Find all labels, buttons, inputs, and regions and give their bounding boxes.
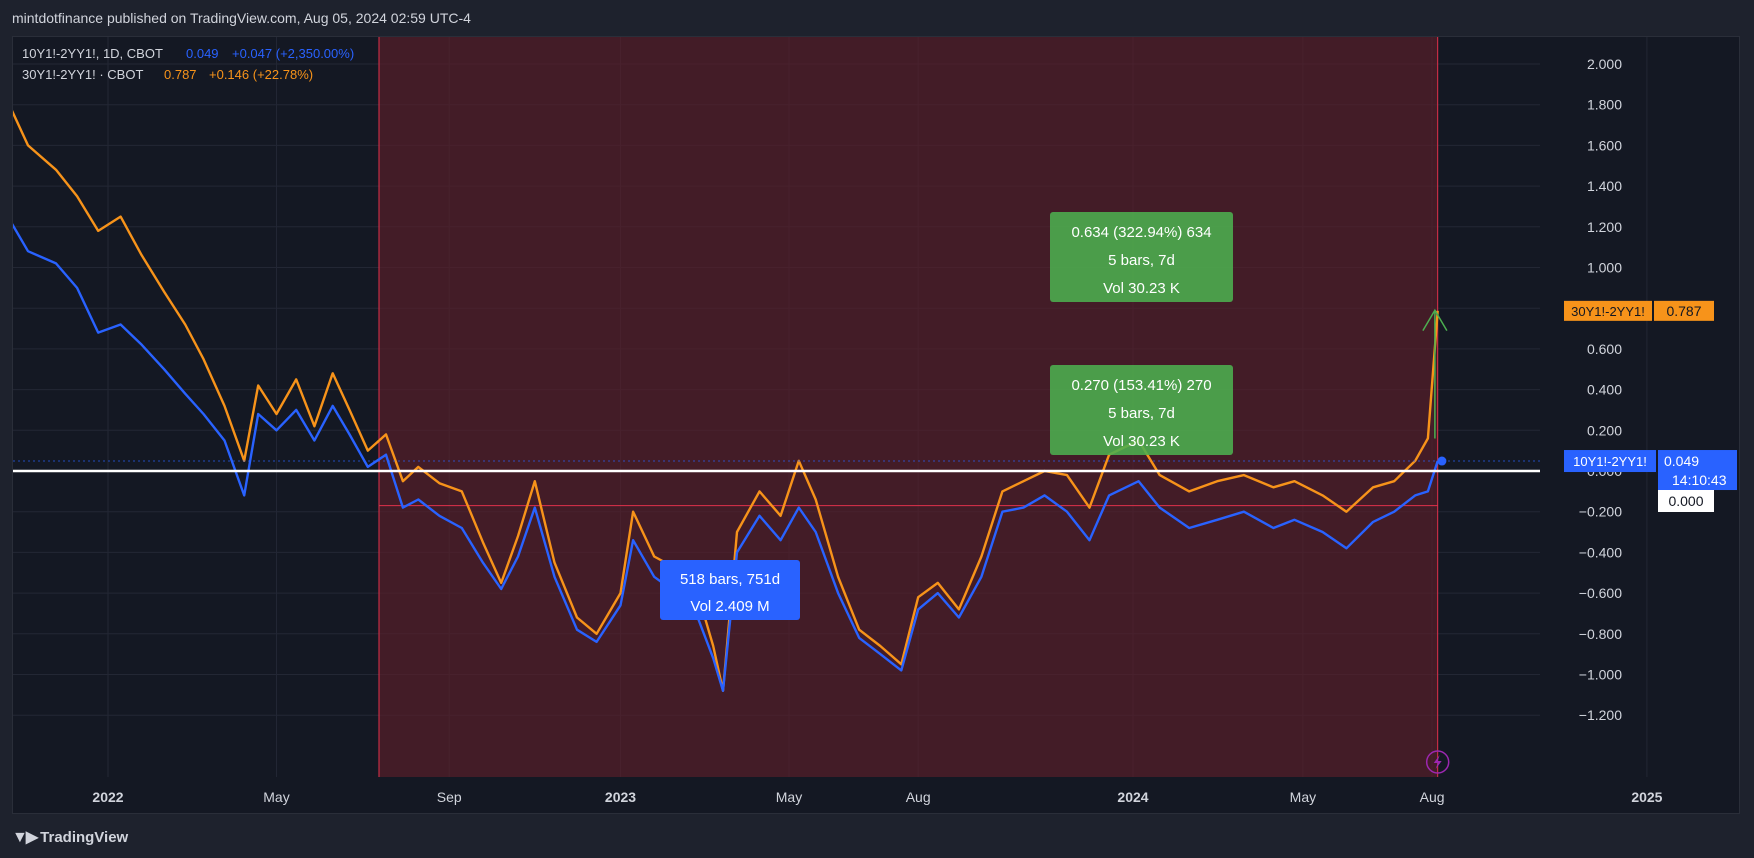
measure-box-top-line: 0.634 (322.94%) 634 — [1071, 224, 1211, 241]
price-label-30y-name: 30Y1!-2YY1! — [1571, 304, 1645, 319]
last-price-dot — [1437, 456, 1447, 466]
measure-arrow-head — [1422, 308, 1448, 331]
legend-series1-value: 0.049 — [186, 46, 219, 61]
y-tick-label: 0.600 — [1587, 341, 1622, 357]
price-label-30y-value: 0.787 — [1666, 303, 1701, 319]
price-label-10y-name: 10Y1!-2YY1! — [1573, 454, 1647, 469]
y-tick-label: 1.000 — [1587, 260, 1622, 276]
measure-box-bottom-line: Vol 30.23 K — [1103, 433, 1180, 450]
x-tick-label: 2022 — [92, 789, 123, 805]
price-label-10y-name-bg — [1564, 450, 1656, 473]
y-tick-label: 0.200 — [1587, 422, 1622, 438]
range-info-box-line: Vol 2.409 M — [690, 598, 769, 615]
legend-series1-change: +0.047 (+2,350.00%) — [232, 46, 354, 61]
x-tick-label: May — [776, 789, 802, 805]
measure-box-bottom-line: 0.270 (153.41%) 270 — [1071, 377, 1211, 394]
bottom-bar — [0, 816, 1754, 858]
y-tick-label: −1.200 — [1579, 707, 1622, 723]
price-label-zero-bg — [1658, 490, 1714, 512]
y-tick-label: 1.800 — [1587, 97, 1622, 113]
y-tick-label: 1.400 — [1587, 178, 1622, 194]
y-tick-label: −0.600 — [1579, 585, 1622, 601]
range-info-box-bg — [660, 560, 800, 620]
lightning-icon-ring — [1425, 750, 1450, 774]
y-tick-label: −0.400 — [1579, 544, 1622, 560]
tradingview-logo[interactable]: ▼▶ TradingView — [12, 827, 128, 847]
y-tick-label: −0.200 — [1579, 504, 1622, 520]
y-axis: 2.0001.8001.6001.4001.2001.0000.8000.600… — [1579, 56, 1622, 723]
date-range-highlight[interactable] — [378, 37, 1438, 777]
price-label-zero: 0.000 — [1668, 493, 1703, 509]
y-tick-label: 1.200 — [1587, 219, 1622, 235]
x-tick-label: 2024 — [1117, 789, 1148, 805]
measure-box-top-bg — [1050, 212, 1233, 302]
measure-box-top-line: 5 bars, 7d — [1108, 252, 1175, 269]
measure-box-top-line: Vol 30.23 K — [1103, 280, 1180, 297]
tradingview-logo-icon: ▼▶ — [12, 829, 38, 846]
x-tick-label: Aug — [1420, 789, 1445, 805]
legend-series2-change: +0.146 (+22.78%) — [209, 67, 313, 82]
lightning-icon-bolt — [1433, 755, 1442, 769]
lightning-icon[interactable] — [1425, 750, 1450, 774]
brand-label: TradingView — [40, 828, 129, 846]
legend: 10Y1!-2YY1!, 1D, CBOT 0.049 +0.047 (+2,3… — [22, 46, 354, 82]
legend-series2-name: 30Y1!-2YY1! · CBOT — [22, 67, 143, 82]
range-info-box-line: 518 bars, 751d — [680, 571, 780, 588]
measure-box-top[interactable]: 0.634 (322.94%) 634 5 bars, 7d Vol 30.23 K — [1050, 212, 1233, 302]
x-tick-label: Aug — [906, 789, 931, 805]
price-label-10y-value: 0.049 — [1664, 453, 1699, 469]
x-tick-label: 2023 — [605, 789, 636, 805]
measure-box-bottom[interactable]: 0.270 (153.41%) 270 5 bars, 7d Vol 30.23 K — [1050, 365, 1233, 455]
price-label-30y-name-bg — [1564, 300, 1652, 321]
y-tick-label: −1.000 — [1579, 667, 1622, 683]
x-tick-label: Sep — [437, 789, 462, 805]
x-tick-label: May — [1290, 789, 1316, 805]
y-tick-label: 1.600 — [1587, 137, 1622, 153]
price-label-10y-value-bg — [1658, 450, 1737, 491]
price-label-10y-countdown: 14:10:43 — [1672, 472, 1727, 488]
x-tick-label: 2025 — [1631, 789, 1662, 805]
x-axis: 2022MaySep2023MayAug2024MayAug2025MayAug — [92, 789, 1662, 805]
price-label-30y-value-bg — [1654, 300, 1714, 321]
y-tick-label: −0.800 — [1579, 626, 1622, 642]
publisher-caption: mintdotfinance published on TradingView.… — [12, 10, 471, 26]
y-tick-label: 0.400 — [1587, 382, 1622, 398]
top-bar: mintdotfinance published on TradingView.… — [0, 0, 1754, 36]
range-info-box[interactable]: 518 bars, 751d Vol 2.409 M — [660, 560, 800, 620]
x-tick-label: May — [263, 789, 289, 805]
legend-series1-name: 10Y1!-2YY1!, 1D, CBOT — [22, 46, 163, 61]
legend-series2-value: 0.787 — [164, 67, 197, 82]
measure-box-bottom-bg — [1050, 365, 1233, 455]
measure-box-bottom-line: 5 bars, 7d — [1108, 405, 1175, 422]
y-tick-label: 2.000 — [1587, 56, 1622, 72]
